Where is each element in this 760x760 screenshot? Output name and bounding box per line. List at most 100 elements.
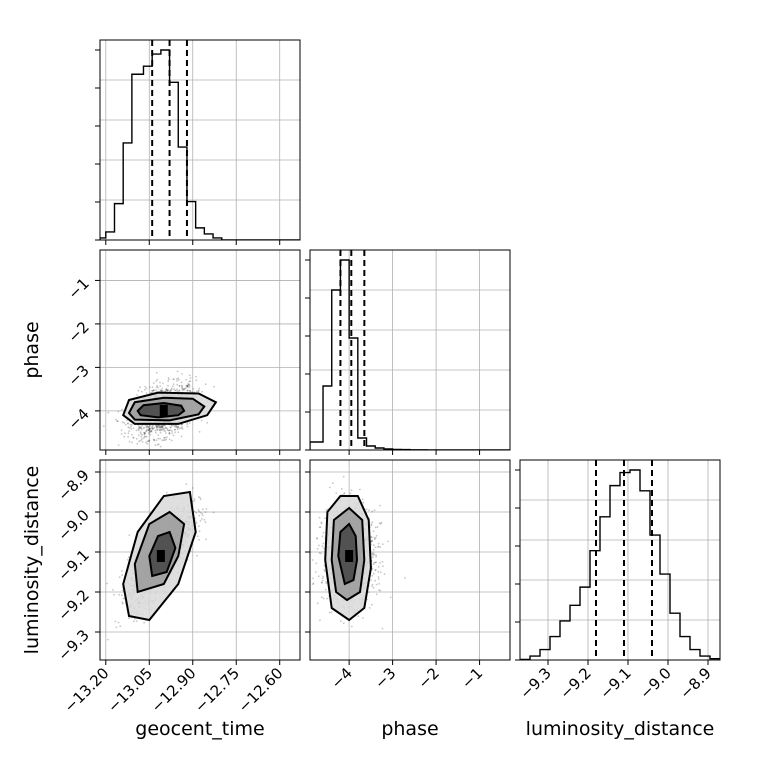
- scatter-panel-phase-luminosity_distance: [309, 459, 511, 661]
- sample-point: [178, 385, 181, 387]
- sample-point: [197, 525, 200, 528]
- sample-point: [193, 500, 196, 502]
- sample-point: [318, 516, 321, 519]
- sample-point: [166, 429, 169, 431]
- sample-point: [165, 388, 168, 391]
- sample-point: [371, 603, 373, 606]
- sample-point: [321, 545, 324, 548]
- sample-point: [117, 444, 120, 446]
- sample-point: [315, 562, 318, 565]
- sample-point: [373, 509, 376, 512]
- sample-point: [379, 561, 381, 564]
- sample-point: [115, 418, 117, 421]
- sample-point: [195, 375, 197, 378]
- sample-point: [370, 536, 373, 538]
- sample-point: [128, 430, 131, 432]
- sample-point: [171, 432, 174, 435]
- x-axis-label-phase: phase: [381, 718, 438, 740]
- sample-point: [127, 422, 129, 425]
- sample-point: [167, 389, 170, 391]
- sample-point: [375, 534, 378, 537]
- sample-point: [377, 566, 380, 568]
- density-peak: [345, 550, 354, 562]
- sample-point: [151, 427, 154, 430]
- sample-point: [318, 526, 321, 529]
- sample-point: [121, 589, 124, 592]
- sample-point: [158, 426, 161, 429]
- sample-point: [188, 380, 191, 383]
- sample-point: [140, 427, 143, 429]
- sample-point: [372, 556, 374, 559]
- sample-point: [125, 419, 128, 422]
- sample-point: [117, 621, 120, 624]
- sample-point: [150, 430, 153, 433]
- sample-point: [147, 425, 150, 428]
- sample-point: [312, 582, 315, 585]
- sample-point: [206, 421, 209, 424]
- y-tick-label: −9.1: [54, 546, 92, 584]
- sample-point: [159, 437, 161, 440]
- sample-point: [176, 388, 179, 390]
- sample-point: [372, 563, 375, 566]
- sample-point: [372, 552, 375, 555]
- sample-point: [124, 432, 126, 435]
- sample-point: [161, 426, 164, 429]
- sample-point: [156, 425, 159, 428]
- contour-line: [324, 495, 372, 622]
- sample-point: [201, 514, 204, 517]
- sample-point: [129, 423, 132, 426]
- contour-line: [136, 401, 186, 419]
- sample-point: [115, 626, 118, 629]
- y-axis-label-luminosity_distance: luminosity_distance: [21, 466, 43, 655]
- sample-point: [188, 383, 191, 386]
- x-tick-label: −12.60: [235, 664, 287, 716]
- sample-point: [316, 537, 319, 540]
- y-tick-label: −8.9: [54, 466, 92, 504]
- panel-frame: [309, 249, 511, 451]
- sample-point: [157, 427, 160, 429]
- sample-point: [204, 521, 207, 523]
- sample-point: [389, 596, 392, 599]
- sample-point: [185, 483, 188, 485]
- sample-point: [204, 383, 207, 386]
- sample-point: [145, 425, 148, 428]
- sample-point: [160, 426, 163, 429]
- sample-point: [188, 385, 191, 387]
- sample-point: [195, 379, 198, 382]
- sample-point: [175, 426, 177, 428]
- sample-point: [371, 567, 374, 570]
- sample-point: [142, 427, 145, 430]
- x-ticks-luminosity_distance: −9.3 −9.2 −9.1 −9.0 −8.9: [516, 660, 715, 703]
- sample-point: [153, 427, 156, 429]
- sample-point: [116, 420, 119, 423]
- sample-point: [149, 427, 152, 430]
- sample-point: [335, 492, 338, 494]
- sample-point: [164, 432, 167, 434]
- sample-point: [373, 561, 376, 564]
- sample-point: [361, 498, 364, 501]
- hist-panel-phase: [305, 249, 511, 451]
- sample-point: [147, 456, 149, 458]
- sample-point: [186, 422, 189, 424]
- sample-point: [159, 445, 162, 448]
- sample-point: [317, 575, 320, 578]
- sample-point: [170, 439, 173, 442]
- sample-point: [186, 385, 189, 387]
- panel-grid: [310, 250, 510, 450]
- sample-point: [320, 552, 322, 555]
- sample-point: [132, 427, 135, 430]
- sample-point: [159, 425, 162, 428]
- sample-point: [118, 576, 121, 579]
- sample-point: [112, 589, 114, 591]
- sample-point: [153, 438, 156, 441]
- sample-point: [113, 593, 115, 596]
- sample-point: [132, 436, 135, 439]
- hist-panel-geocent_time: [95, 39, 301, 241]
- sample-point: [149, 386, 151, 389]
- sample-point: [176, 383, 179, 386]
- sample-point: [143, 426, 146, 429]
- sample-point: [143, 621, 146, 624]
- sample-point: [357, 615, 360, 618]
- sample-point: [151, 391, 154, 393]
